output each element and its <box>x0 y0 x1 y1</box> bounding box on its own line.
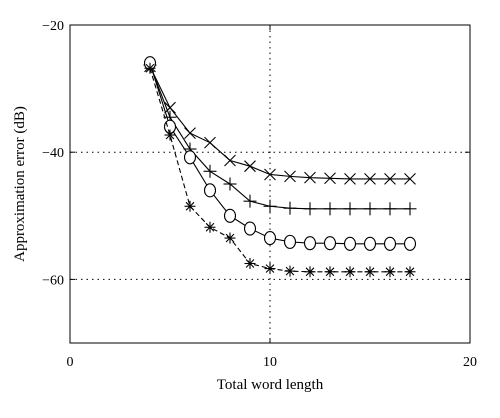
x-marker <box>224 154 236 167</box>
x-axis-label: Total word length <box>217 377 324 393</box>
plus-marker <box>263 199 277 213</box>
circle-marker <box>183 150 197 165</box>
star-marker <box>264 263 276 275</box>
circle-marker <box>383 236 397 251</box>
plus-marker <box>383 202 397 216</box>
star-marker <box>384 266 396 278</box>
star-marker <box>204 221 216 233</box>
y-tick-label: −60 <box>42 273 64 288</box>
axis-ticks <box>69 24 471 343</box>
star-marker <box>304 266 316 278</box>
circle-marker <box>243 221 257 236</box>
x-marker <box>284 170 296 183</box>
circle-marker <box>303 236 317 251</box>
x-tick-label: 0 <box>67 355 74 370</box>
plus-marker <box>363 202 377 216</box>
plus-marker <box>283 201 297 215</box>
series-3 <box>143 56 417 251</box>
plus-marker <box>323 202 337 216</box>
x-marker <box>324 172 336 185</box>
x-marker <box>184 127 196 140</box>
circle-marker <box>343 236 357 251</box>
plus-marker <box>403 202 417 216</box>
circle-marker <box>403 236 417 251</box>
circle-marker <box>323 236 337 251</box>
circle-marker <box>263 231 277 246</box>
x-marker <box>384 173 396 185</box>
star-marker <box>184 200 196 212</box>
circle-marker <box>203 183 217 198</box>
x-marker <box>344 173 356 185</box>
series-layer <box>143 56 417 278</box>
series-line <box>149 66 410 180</box>
star-marker <box>224 232 236 244</box>
x-marker <box>244 160 256 173</box>
star-marker <box>284 265 296 277</box>
star-marker <box>324 266 336 278</box>
x-marker <box>404 173 416 185</box>
x-marker <box>164 101 176 114</box>
plus-marker <box>223 177 237 191</box>
x-marker <box>304 171 316 184</box>
x-marker <box>264 168 276 181</box>
circle-marker <box>363 236 377 251</box>
plus-marker <box>343 202 357 216</box>
plus-marker <box>303 202 317 216</box>
star-marker <box>244 258 256 269</box>
circle-marker <box>283 234 297 249</box>
x-marker <box>204 136 216 149</box>
y-axis-label: Approximation error (dB) <box>12 106 28 262</box>
series-4 <box>144 62 416 278</box>
plus-marker <box>243 194 257 208</box>
star-marker <box>164 129 176 141</box>
x-tick-label: 10 <box>263 355 277 370</box>
y-tick-label: −40 <box>42 146 64 161</box>
grid-lines <box>70 25 470 343</box>
star-marker <box>364 266 376 278</box>
x-marker <box>364 173 376 185</box>
y-tick-label: −20 <box>42 19 64 34</box>
plus-marker <box>203 164 217 178</box>
circle-marker <box>223 208 237 223</box>
tick-labels: 0 10 20 −20 −40 −60 <box>42 19 477 370</box>
star-marker <box>404 266 416 278</box>
x-tick-label: 20 <box>463 355 477 370</box>
star-marker <box>344 266 356 278</box>
star-marker <box>144 62 156 74</box>
